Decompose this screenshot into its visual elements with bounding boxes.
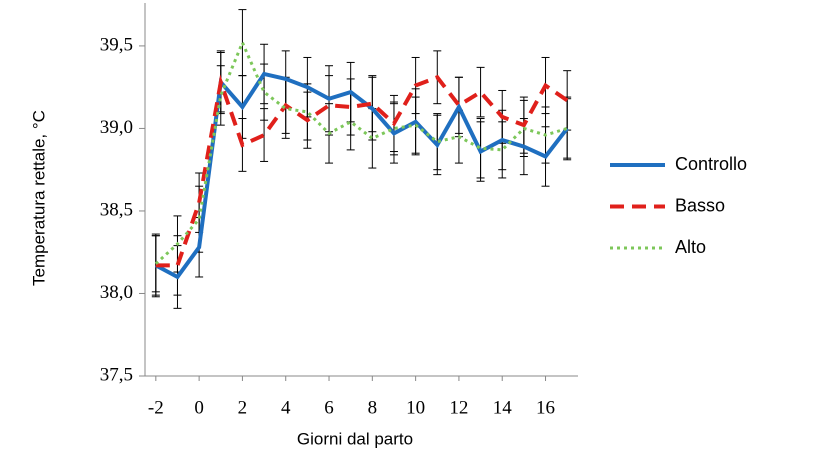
x-tick-label: 8	[368, 397, 378, 418]
x-tick-label: 14	[493, 397, 513, 418]
y-tick-label: 38,5	[100, 199, 133, 220]
x-tick-label: 12	[449, 397, 468, 418]
y-tick-label: 37,5	[100, 364, 133, 385]
y-tick-label: 39,0	[100, 117, 133, 138]
y-axis-label: Temperatura rettale, °C	[29, 110, 48, 286]
series-line	[154, 38, 568, 265]
legend-label: Controllo	[675, 154, 747, 174]
x-tick-label: 2	[238, 397, 248, 418]
y-tick-label: 39,5	[100, 34, 133, 55]
legend-label: Basso	[675, 195, 725, 215]
series-line	[155, 74, 569, 268]
x-tick-label: 4	[281, 397, 291, 418]
legend-label: Alto	[675, 237, 706, 257]
y-tick-label: 38,0	[100, 282, 133, 303]
x-tick-label: 16	[536, 397, 555, 418]
x-tick-label: 10	[406, 397, 425, 418]
x-tick-label: 0	[194, 397, 204, 418]
x-tick-label: 6	[324, 397, 334, 418]
x-axis-label: Giorni dal parto	[297, 429, 413, 448]
x-tick-label: -2	[148, 397, 164, 418]
